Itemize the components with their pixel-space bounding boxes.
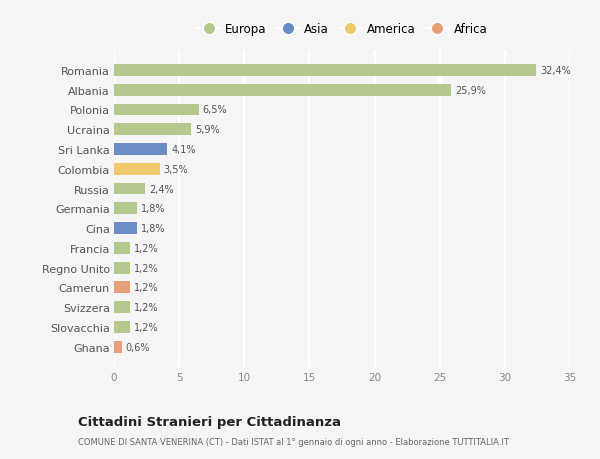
Text: 4,1%: 4,1% bbox=[172, 145, 196, 155]
Text: 2,4%: 2,4% bbox=[149, 184, 174, 194]
Bar bbox=[114, 104, 199, 116]
Text: 5,9%: 5,9% bbox=[195, 125, 220, 135]
Bar bbox=[114, 163, 160, 175]
Bar bbox=[114, 183, 145, 195]
Text: 6,5%: 6,5% bbox=[203, 105, 227, 115]
Text: 1,2%: 1,2% bbox=[134, 322, 158, 332]
Text: Cittadini Stranieri per Cittadinanza: Cittadini Stranieri per Cittadinanza bbox=[78, 415, 341, 428]
Text: 1,8%: 1,8% bbox=[142, 204, 166, 214]
Legend: Europa, Asia, America, Africa: Europa, Asia, America, Africa bbox=[192, 18, 492, 41]
Text: 1,2%: 1,2% bbox=[134, 283, 158, 293]
Bar bbox=[114, 341, 122, 353]
Bar bbox=[114, 84, 451, 96]
Text: 25,9%: 25,9% bbox=[455, 85, 486, 95]
Bar bbox=[114, 65, 536, 77]
Text: 0,6%: 0,6% bbox=[126, 342, 150, 352]
Bar bbox=[114, 223, 137, 235]
Bar bbox=[114, 321, 130, 333]
Text: 1,2%: 1,2% bbox=[134, 302, 158, 313]
Bar bbox=[114, 302, 130, 313]
Text: 3,5%: 3,5% bbox=[164, 164, 188, 174]
Bar bbox=[114, 144, 167, 156]
Text: 1,2%: 1,2% bbox=[134, 263, 158, 273]
Text: COMUNE DI SANTA VENERINA (CT) - Dati ISTAT al 1° gennaio di ogni anno - Elaboraz: COMUNE DI SANTA VENERINA (CT) - Dati IST… bbox=[78, 437, 509, 446]
Text: 1,8%: 1,8% bbox=[142, 224, 166, 234]
Bar bbox=[114, 262, 130, 274]
Bar bbox=[114, 203, 137, 215]
Text: 1,2%: 1,2% bbox=[134, 243, 158, 253]
Bar bbox=[114, 124, 191, 136]
Bar bbox=[114, 242, 130, 254]
Text: 32,4%: 32,4% bbox=[540, 66, 571, 76]
Bar bbox=[114, 282, 130, 294]
